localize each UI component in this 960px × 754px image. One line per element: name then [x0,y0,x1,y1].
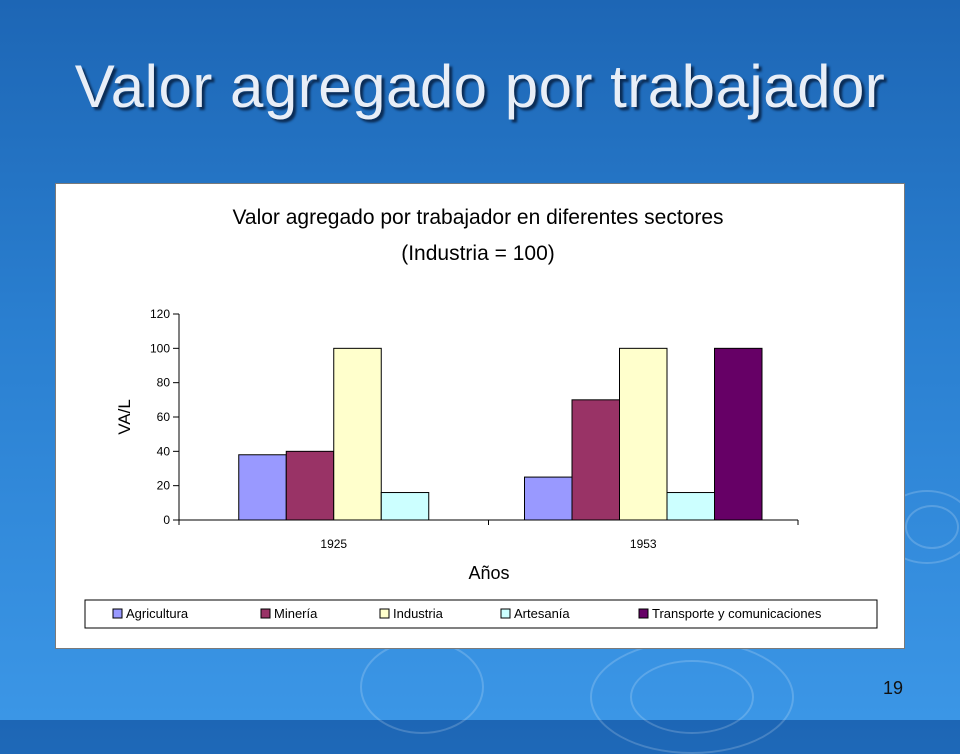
legend-label: Industria [393,606,444,621]
legend-label: Agricultura [126,606,189,621]
y-tick-label: 0 [163,513,170,527]
y-tick-label: 20 [157,479,171,493]
y-tick-label: 40 [157,444,171,458]
water-ripple-decoration [630,660,754,734]
legend-label: Artesanía [514,606,570,621]
legend-swatch [379,608,390,619]
y-tick-label: 100 [150,341,170,355]
bar-chart: Valor agregado por trabajador en diferen… [84,206,878,629]
legend-swatch [112,608,123,619]
bar-transporte-y-comunicaciones-1953 [714,347,763,521]
plot-area: 0 20 40 60 80 100 120 1925 1953 [150,307,799,551]
legend-label: Minería [274,606,318,621]
bar-industria-1925 [333,347,382,521]
water-ripple-decoration [905,505,959,549]
legend-swatch [638,608,649,619]
bar-miner-a-1953 [571,399,620,521]
x-tick-label: 1953 [630,537,657,551]
bar-miner-a-1925 [285,450,335,521]
legend-swatch [260,608,271,619]
bar-agricultura-1925 [238,454,287,521]
bar-artesan-a-1925 [380,492,430,521]
bar-artesan-a-1953 [666,492,715,521]
legend-box [84,599,878,629]
y-tick-label: 80 [157,376,171,390]
x-tick-label: 1925 [320,537,347,551]
chart-subtitle: (Industria = 100) [401,242,555,265]
page-number: 19 [882,678,903,698]
y-tick-label: 120 [150,307,170,321]
chart-title: Valor agregado por trabajador en diferen… [232,206,723,229]
y-tick-label: 60 [157,410,171,424]
x-axis-label: Años [468,563,509,583]
y-axis-label: VA/L [115,399,134,435]
legend-label: Transporte y comunicaciones [652,606,822,621]
bar-industria-1953 [619,347,668,521]
legend-swatch [500,608,511,619]
legend: Agricultura Minería Industria Artesanía Tran… [112,606,822,621]
bar-agricultura-1953 [524,476,573,521]
slide-title: Valor agregado por trabajador [74,53,886,120]
chart-panel: Valor agregado por trabajador en diferen… [55,183,905,649]
